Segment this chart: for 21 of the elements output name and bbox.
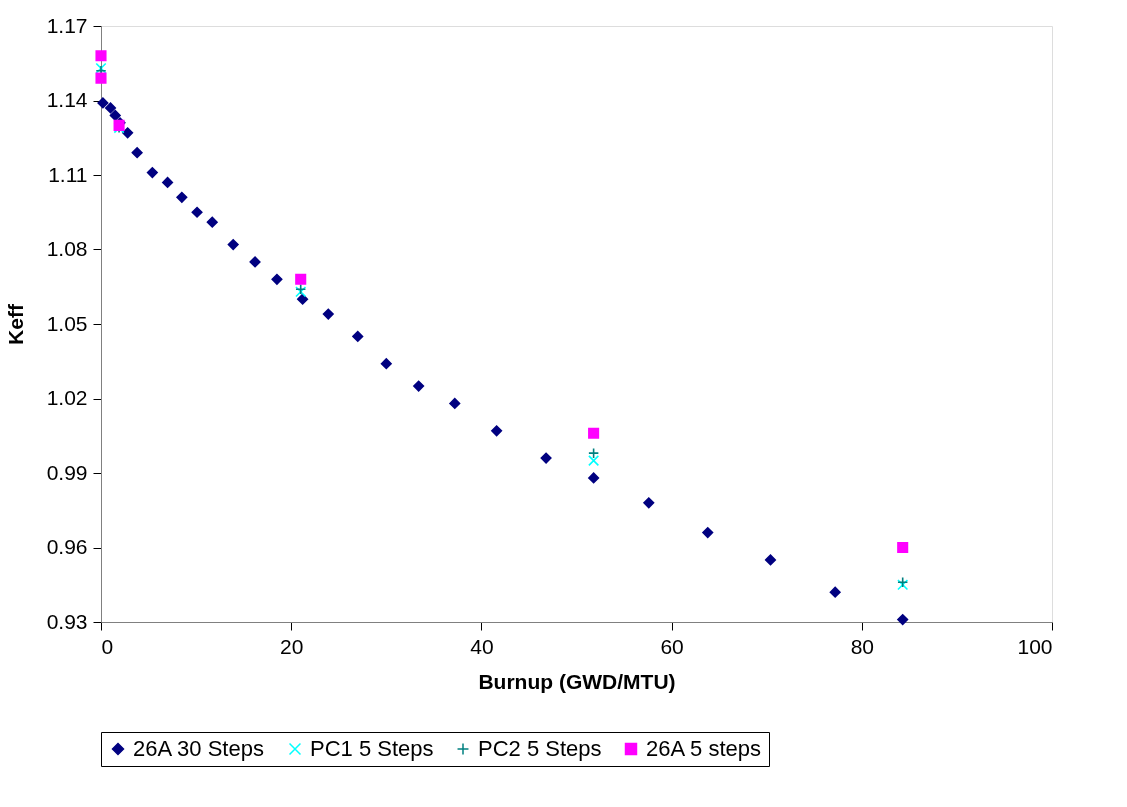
x-axis-title: Burnup (GWD/MTU) [478,669,676,693]
y-tick-label: 1.05 [46,311,88,335]
y-tick-label: 1.08 [46,237,88,260]
y-tick-label: 1.17 [46,13,88,37]
legend-label: 26A 5 steps [646,736,761,761]
x-tick-label: 80 [850,634,874,658]
y-tick-label: 1.02 [46,386,88,409]
y-tick-label: 0.99 [46,460,88,484]
y-tick-label: 0.96 [46,535,88,558]
x-tick-label: 40 [470,634,494,658]
y-tick-label: 0.93 [46,609,88,633]
y-tick-label: 1.11 [48,162,88,186]
x-tick-label: 60 [660,634,684,658]
legend-label: PC2 5 Steps [478,736,602,761]
y-tick-label: 1.14 [46,88,88,111]
y-axis-title: Keff [3,303,27,345]
x-tick-label: 0 [101,634,114,658]
legend-label: PC1 5 Steps [310,736,434,761]
legend-label: 26A 30 Steps [133,736,264,761]
x-tick-label: 100 [1017,634,1053,658]
x-tick-label: 20 [280,634,304,658]
